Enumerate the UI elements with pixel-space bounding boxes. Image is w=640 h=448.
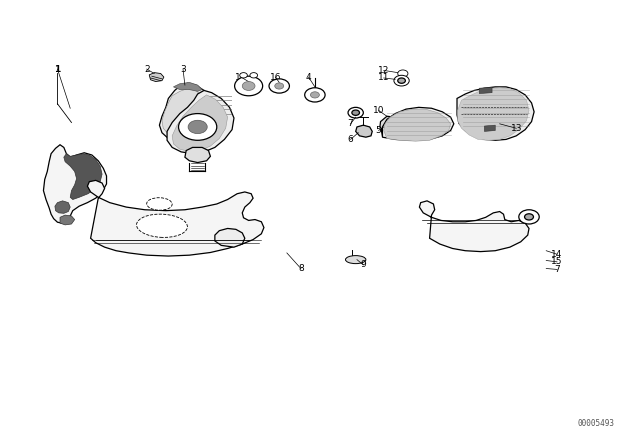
Text: 3: 3 (180, 65, 186, 73)
Polygon shape (479, 87, 492, 94)
Polygon shape (159, 83, 213, 140)
Circle shape (519, 210, 540, 224)
Polygon shape (458, 88, 529, 140)
Text: 4: 4 (306, 73, 311, 82)
Polygon shape (60, 215, 75, 225)
Circle shape (310, 92, 319, 98)
Circle shape (525, 214, 534, 220)
Text: 8: 8 (298, 264, 304, 273)
Polygon shape (55, 201, 70, 213)
Polygon shape (149, 73, 164, 82)
Text: 15: 15 (551, 257, 563, 267)
Circle shape (235, 76, 262, 96)
Polygon shape (215, 228, 245, 247)
Polygon shape (185, 147, 211, 163)
Text: 11: 11 (378, 73, 390, 82)
Text: 13: 13 (511, 124, 522, 133)
Circle shape (305, 88, 325, 102)
Ellipse shape (147, 198, 172, 210)
Text: 17: 17 (236, 73, 247, 82)
Text: 7: 7 (348, 119, 353, 128)
Circle shape (269, 79, 289, 93)
Polygon shape (44, 145, 106, 223)
Circle shape (275, 83, 284, 89)
Polygon shape (167, 90, 234, 154)
Circle shape (243, 82, 255, 90)
Circle shape (394, 75, 409, 86)
Polygon shape (457, 87, 534, 140)
Text: 12: 12 (378, 66, 389, 75)
Polygon shape (172, 95, 228, 151)
Polygon shape (384, 109, 451, 141)
Text: 00005493: 00005493 (577, 419, 614, 428)
Text: 7: 7 (554, 265, 560, 274)
Ellipse shape (136, 214, 188, 237)
Text: 5: 5 (376, 126, 381, 135)
Polygon shape (484, 125, 495, 131)
Text: 2: 2 (144, 65, 150, 73)
Polygon shape (383, 108, 454, 140)
Circle shape (240, 73, 247, 78)
Circle shape (250, 73, 257, 78)
Circle shape (188, 120, 207, 134)
Text: 14: 14 (551, 250, 563, 259)
Text: 16: 16 (269, 73, 281, 82)
Polygon shape (173, 82, 202, 91)
Circle shape (348, 108, 364, 118)
Polygon shape (356, 125, 372, 137)
Text: 1: 1 (54, 65, 61, 73)
Polygon shape (381, 125, 408, 137)
Polygon shape (88, 181, 264, 256)
Ellipse shape (346, 256, 366, 263)
Circle shape (397, 78, 405, 83)
Circle shape (352, 110, 360, 116)
Circle shape (397, 70, 408, 77)
Text: 9: 9 (360, 260, 366, 269)
Text: 10: 10 (373, 106, 385, 115)
Text: 6: 6 (348, 135, 353, 144)
Polygon shape (380, 116, 403, 133)
Polygon shape (64, 154, 102, 199)
Circle shape (179, 114, 217, 140)
Polygon shape (419, 201, 529, 252)
Polygon shape (162, 89, 207, 136)
